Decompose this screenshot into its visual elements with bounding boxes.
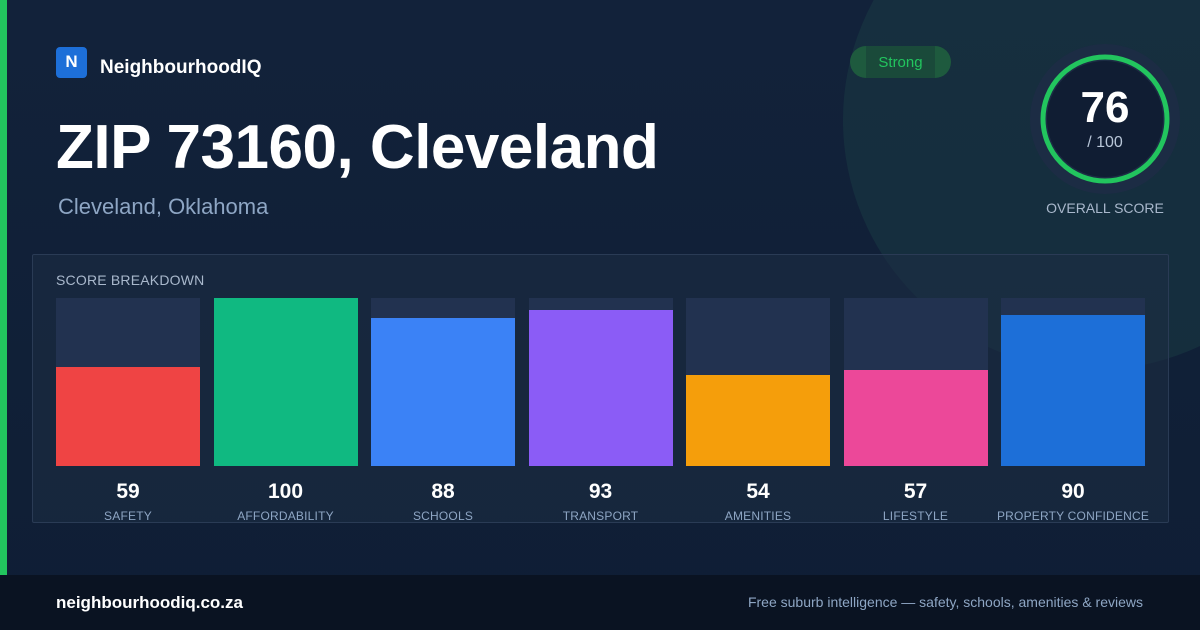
footer-tagline: Free suburb intelligence — safety, schoo… <box>747 594 1143 610</box>
footer-domain: neighbourhoodiq.co.za <box>56 593 243 612</box>
accent-bar <box>0 0 7 575</box>
score-ring-icon <box>1030 44 1180 194</box>
score-ring-inner <box>1047 61 1163 177</box>
brand: N NeighbourhoodIQ <box>56 46 261 78</box>
brand-logo-icon: N <box>56 46 87 78</box>
brand-name: NeighbourhoodIQ <box>100 57 262 78</box>
page-subtitle: Cleveland, Oklahoma <box>58 194 269 219</box>
overall-score-caption: OVERALL SCORE <box>1046 200 1164 216</box>
page-title: ZIP 73160, Cleveland <box>56 113 659 182</box>
overall-score-max: / 100 <box>1087 134 1123 151</box>
rating-badge-label: Strong <box>878 53 923 71</box>
score-breakdown-panel <box>32 254 1169 523</box>
overall-score-value: 76 <box>1080 83 1130 132</box>
score-breakdown-label: SCORE BREAKDOWN <box>56 272 205 288</box>
rating-badge: Strong <box>850 46 951 78</box>
footer <box>0 575 1200 630</box>
overall-score-ring: 76 / 100 <box>1029 43 1181 195</box>
score-ring-stroke <box>1040 54 1170 184</box>
